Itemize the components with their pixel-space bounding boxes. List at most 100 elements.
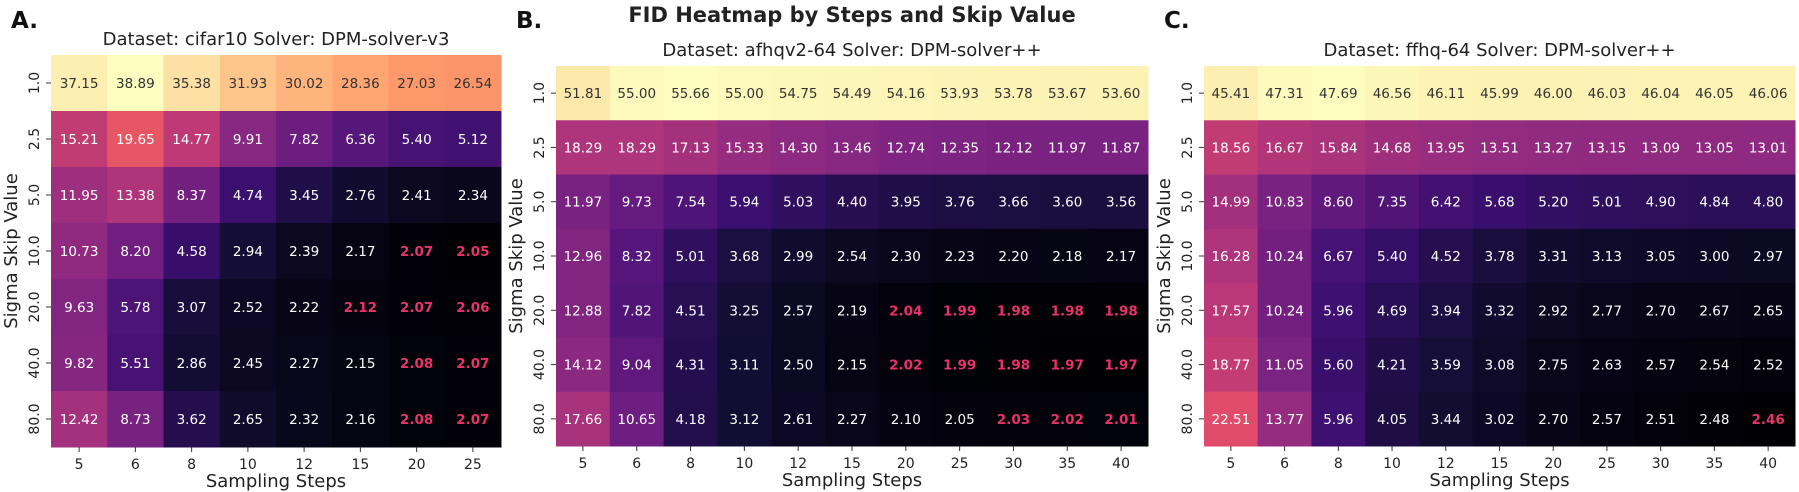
- cell-value-label: 38.89: [116, 76, 155, 92]
- heatmap-cell: [663, 66, 718, 121]
- cell-value-label: 3.76: [945, 195, 975, 211]
- cell-value-label: 2.08: [400, 412, 433, 428]
- heatmap-cell: [717, 120, 772, 176]
- cell-value-label: 10.24: [1265, 303, 1304, 319]
- heatmap-cell: [444, 223, 502, 280]
- cell-value-label: 6.67: [1323, 249, 1353, 265]
- heatmap-cell: [556, 283, 611, 338]
- heatmap-cell: [1472, 120, 1527, 176]
- heatmap-cell: [1633, 391, 1689, 447]
- x-tick-label: 20: [897, 456, 915, 472]
- x-tick-label: 10: [1383, 456, 1401, 472]
- heatmap-cell: [932, 66, 988, 121]
- cell-value-label: 11.05: [1265, 358, 1304, 374]
- heatmap-cell: [1741, 337, 1796, 393]
- cell-value-label: 11.97: [1048, 140, 1087, 156]
- cell-value-label: 2.10: [891, 412, 921, 428]
- cell-value-label: 7.82: [289, 132, 319, 148]
- y-tick-label: 10.0: [27, 235, 43, 266]
- heatmap-cell: [663, 283, 718, 338]
- cell-value-label: 11.95: [60, 188, 99, 204]
- cell-value-label: 54.75: [779, 86, 818, 102]
- cell-value-label: 9.04: [622, 358, 652, 374]
- cell-value-label: 5.96: [1323, 303, 1353, 319]
- heatmap-cell: [1094, 337, 1149, 393]
- heatmap-cell: [1418, 283, 1474, 338]
- heatmap-cell: [1633, 283, 1689, 338]
- cell-value-label: 2.17: [345, 244, 375, 260]
- heatmap-cell: [1526, 174, 1581, 230]
- cell-value-label: 9.63: [64, 300, 94, 316]
- heatmap-cell: [556, 66, 611, 121]
- heatmap-cell: [1204, 66, 1259, 121]
- x-axis-label: Sampling Steps: [782, 470, 922, 491]
- x-tick-label: 15: [1491, 456, 1509, 472]
- cell-value-label: 47.69: [1319, 86, 1358, 102]
- cell-value-label: 3.94: [1431, 303, 1461, 319]
- cell-value-label: 2.61: [783, 412, 813, 428]
- heatmap-cell: [771, 228, 826, 284]
- cell-value-label: 13.09: [1641, 140, 1680, 156]
- heatmap-cell: [1526, 120, 1581, 176]
- cell-value-label: 2.15: [837, 358, 867, 374]
- cell-value-label: 2.52: [1753, 358, 1783, 374]
- heatmap-cell: [878, 391, 934, 447]
- cell-value-label: 3.25: [729, 303, 759, 319]
- heatmap-cell: [1311, 391, 1366, 447]
- cell-value-label: 2.07: [456, 356, 489, 372]
- heatmap-cell: [1311, 337, 1366, 393]
- x-tick-label: 25: [1598, 456, 1616, 472]
- heatmap-cell: [1526, 283, 1581, 338]
- x-tick-label: 12: [789, 456, 807, 472]
- heatmap-cell: [1687, 120, 1742, 176]
- cell-value-label: 4.84: [1699, 195, 1729, 211]
- heatmap-cell: [1311, 174, 1366, 230]
- heatmap-cell: [771, 66, 826, 121]
- x-tick-label: 5: [1226, 456, 1235, 472]
- heatmap-cell: [1204, 337, 1259, 393]
- cell-value-label: 2.54: [837, 249, 867, 265]
- heatmap-cell: [107, 111, 164, 168]
- cell-value-label: 47.31: [1265, 86, 1304, 102]
- heatmap-cell: [1311, 283, 1366, 338]
- cell-value-label: 15.84: [1319, 140, 1358, 156]
- heatmap-cell: [107, 279, 164, 336]
- cell-value-label: 2.76: [345, 188, 375, 204]
- y-tick-label: 40.0: [532, 349, 548, 380]
- heatmap-cell: [332, 223, 389, 280]
- x-tick-label: 30: [1005, 456, 1023, 472]
- y-tick-label: 2.5: [532, 136, 548, 158]
- heatmap-cell: [1365, 174, 1420, 230]
- cell-value-label: 2.02: [1051, 412, 1084, 428]
- cell-value-label: 10.24: [1265, 249, 1304, 265]
- cell-value-label: 17.13: [671, 140, 710, 156]
- x-tick-label: 5: [578, 456, 587, 472]
- heatmap-cell: [771, 283, 826, 338]
- heatmap-cell: [1472, 283, 1527, 338]
- heatmap-cell: [444, 167, 502, 224]
- cell-value-label: 1.98: [997, 303, 1030, 319]
- heatmap-cell: [332, 335, 389, 392]
- heatmap-cell: [1204, 228, 1259, 284]
- heatmap-cell: [332, 391, 389, 448]
- heatmap-cell: [932, 228, 988, 284]
- heatmap-cell: [1580, 66, 1635, 121]
- heatmap-cell: [1311, 228, 1366, 284]
- heatmap-cell: [388, 335, 446, 392]
- heatmap-cell: [609, 337, 665, 393]
- panel-label: A.: [11, 8, 38, 34]
- cell-value-label: 18.29: [617, 140, 656, 156]
- cell-value-label: 46.56: [1373, 86, 1412, 102]
- x-tick-label: 10: [239, 457, 257, 473]
- x-tick-label: 6: [632, 456, 641, 472]
- heatmap-cell: [771, 391, 826, 447]
- x-tick-label: 40: [1112, 456, 1130, 472]
- y-tick-label: 80.0: [1180, 403, 1196, 434]
- cell-value-label: 3.56: [1106, 195, 1136, 211]
- heatmap-cell: [932, 120, 988, 176]
- cell-value-label: 18.29: [564, 140, 603, 156]
- cell-value-label: 3.31: [1538, 249, 1568, 265]
- cell-value-label: 5.40: [1377, 249, 1407, 265]
- heatmap-cell: [51, 167, 108, 224]
- heatmap-cell: [1365, 120, 1420, 176]
